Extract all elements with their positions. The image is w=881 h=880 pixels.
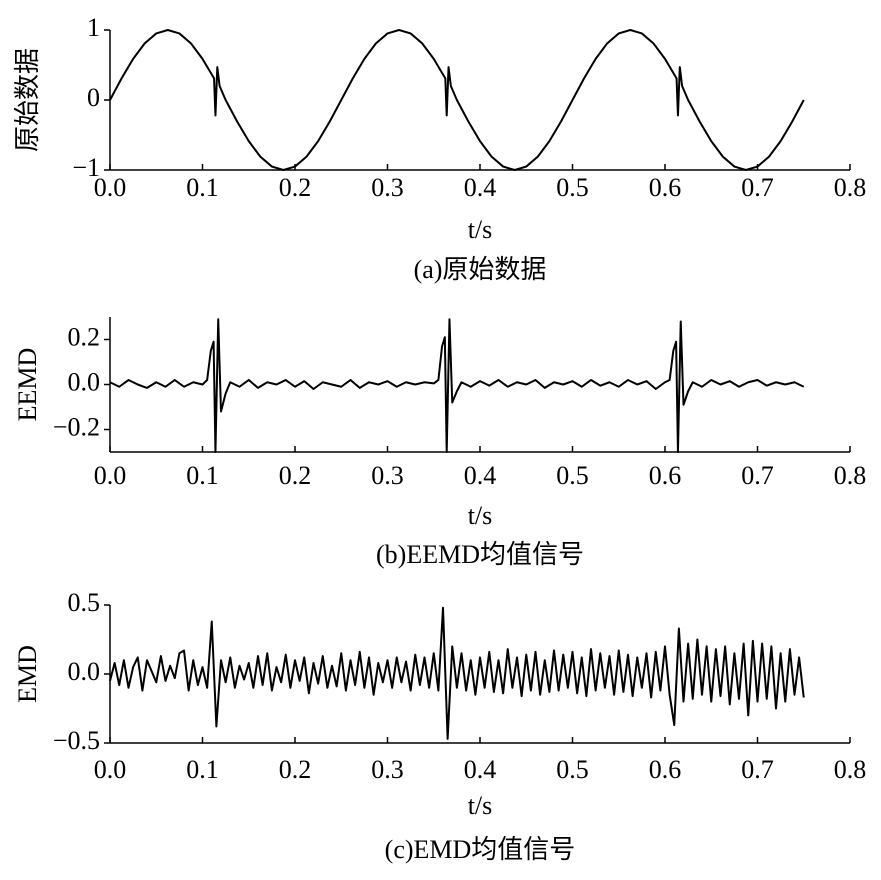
x-axis-label: t/s	[468, 791, 493, 820]
x-tick-label: 0.8	[834, 461, 867, 490]
x-tick-label: 0.1	[186, 755, 219, 784]
y-tick-label: −0.2	[53, 412, 100, 441]
x-axis-label: t/s	[468, 501, 493, 530]
caption: (a)原始数据	[414, 255, 547, 284]
caption: (c)EMD均值信号	[385, 835, 576, 864]
x-tick-label: 0.6	[649, 173, 682, 202]
x-tick-label: 0.2	[279, 755, 312, 784]
x-tick-label: 0.4	[464, 173, 497, 202]
signal-line	[109, 318, 805, 453]
x-axis-label: t/s	[468, 215, 493, 244]
y-tick-label: 0.0	[68, 657, 101, 686]
x-tick-label: 0.3	[371, 755, 404, 784]
y-tick-label: 0.5	[68, 588, 101, 617]
y-axis-label: EEMD	[13, 348, 42, 422]
x-tick-label: 0.6	[649, 755, 682, 784]
x-tick-label: 0.0	[94, 755, 127, 784]
x-tick-label: 0.2	[279, 461, 312, 490]
x-tick-label: 0.7	[741, 755, 774, 784]
caption: (b)EEMD均值信号	[376, 540, 584, 569]
y-tick-label: 0.0	[68, 367, 101, 396]
x-tick-label: 0.8	[834, 173, 867, 202]
x-tick-label: 0.3	[371, 461, 404, 490]
y-axis-label: 原始数据	[13, 48, 42, 152]
x-tick-label: 0.7	[741, 173, 774, 202]
y-tick-label: −0.5	[53, 726, 100, 755]
x-tick-label: 0.3	[371, 173, 404, 202]
signal-line	[109, 29, 805, 171]
x-tick-label: 0.8	[834, 755, 867, 784]
signal-line	[109, 606, 805, 740]
x-tick-label: 0.0	[94, 461, 127, 490]
x-tick-label: 0.1	[186, 173, 219, 202]
y-tick-label: 0	[87, 83, 100, 112]
x-tick-label: 0.0	[94, 173, 127, 202]
x-tick-label: 0.5	[556, 173, 589, 202]
y-tick-label: 1	[87, 13, 100, 42]
x-tick-label: 0.2	[279, 173, 312, 202]
x-tick-label: 0.1	[186, 461, 219, 490]
y-axis-label: EMD	[13, 645, 42, 703]
x-tick-label: 0.5	[556, 461, 589, 490]
x-tick-label: 0.5	[556, 755, 589, 784]
y-tick-label: 0.2	[68, 322, 101, 351]
x-tick-label: 0.4	[464, 461, 497, 490]
x-tick-label: 0.7	[741, 461, 774, 490]
y-tick-label: −1	[72, 153, 100, 182]
x-tick-label: 0.4	[464, 755, 497, 784]
x-tick-label: 0.6	[649, 461, 682, 490]
